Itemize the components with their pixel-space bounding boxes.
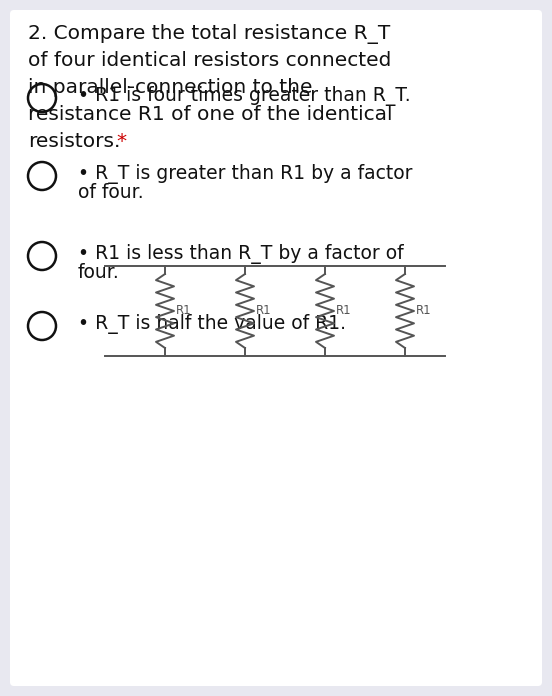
Text: 2. Compare the total resistance R_T: 2. Compare the total resistance R_T bbox=[28, 24, 390, 44]
Text: R1: R1 bbox=[416, 305, 432, 317]
Text: • R1 is less than R_T by a factor of: • R1 is less than R_T by a factor of bbox=[78, 244, 404, 264]
FancyBboxPatch shape bbox=[10, 10, 542, 686]
Text: R1: R1 bbox=[176, 305, 192, 317]
Text: • R_T is greater than R1 by a factor: • R_T is greater than R1 by a factor bbox=[78, 164, 412, 184]
Text: R1: R1 bbox=[336, 305, 352, 317]
Text: *: * bbox=[116, 132, 126, 151]
Text: in parallel-connection to the: in parallel-connection to the bbox=[28, 78, 312, 97]
Text: • R_T is half the value of R1.: • R_T is half the value of R1. bbox=[78, 314, 346, 334]
Text: of four identical resistors connected: of four identical resistors connected bbox=[28, 51, 391, 70]
Text: resistors.: resistors. bbox=[28, 132, 120, 151]
Text: resistance R1 of one of the identical: resistance R1 of one of the identical bbox=[28, 105, 392, 124]
Text: R1: R1 bbox=[256, 305, 272, 317]
Text: of four.: of four. bbox=[78, 183, 144, 202]
Text: • R1 is four times greater than R_T.: • R1 is four times greater than R_T. bbox=[78, 86, 411, 106]
Text: four.: four. bbox=[78, 263, 120, 282]
